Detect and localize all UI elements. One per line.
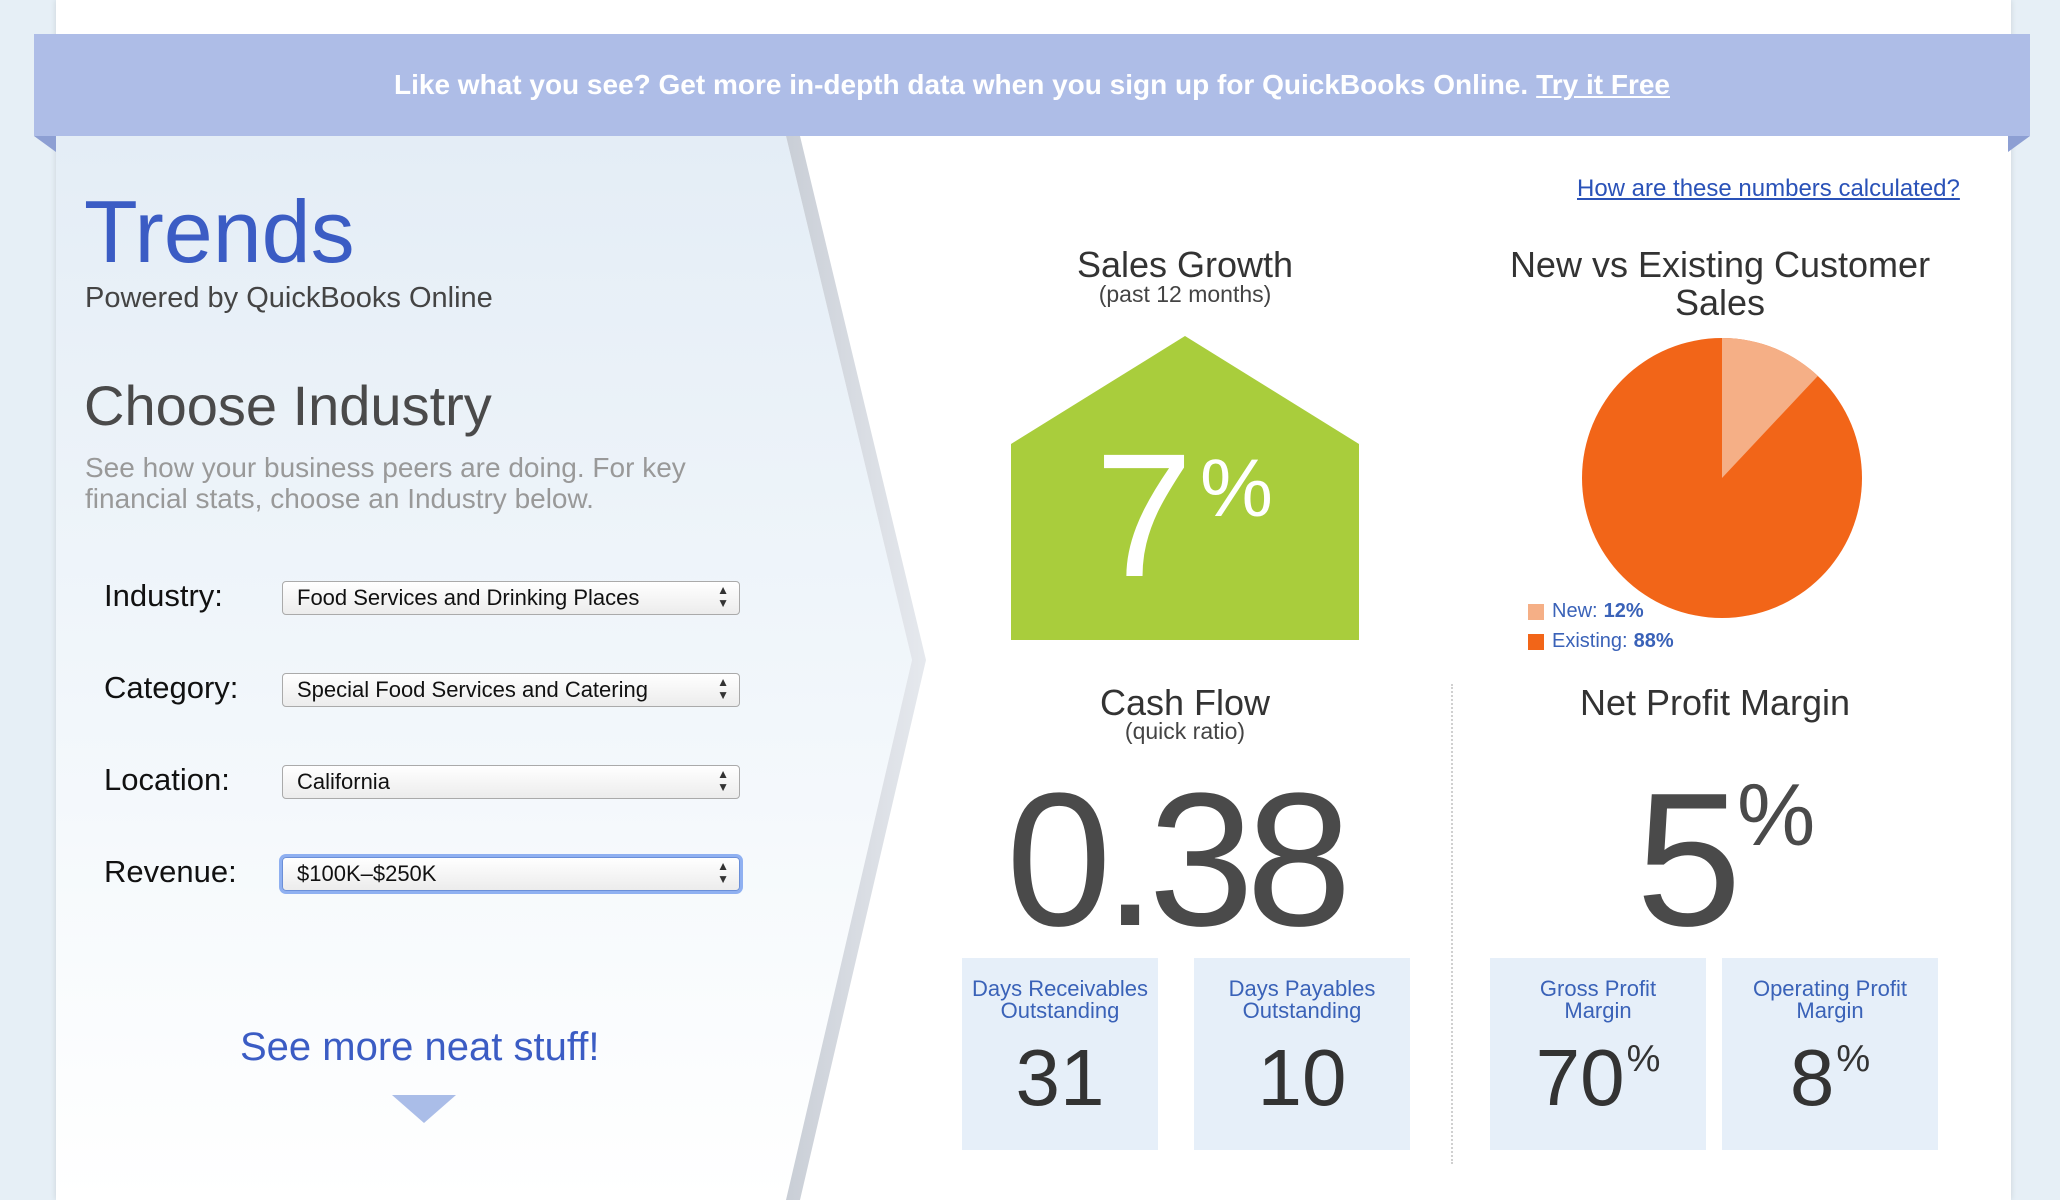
see-more-link[interactable]: See more neat stuff! — [240, 1025, 600, 1069]
operating-profit-value-wrap: 8% — [1722, 1038, 1938, 1118]
pie-slice-new — [1722, 338, 1818, 478]
gross-profit-unit: % — [1626, 1038, 1661, 1080]
days-payables-card: Days Payables Outstanding 10 — [1194, 958, 1410, 1150]
location-label: Location: — [104, 762, 230, 797]
panel-background — [56, 136, 926, 1200]
industry-select-value: Food Services and Drinking Places — [297, 585, 640, 610]
gross-profit-card: Gross Profit Margin 70% — [1490, 958, 1706, 1150]
days-payables-value: 10 — [1257, 1033, 1347, 1122]
industry-label: Industry: — [104, 578, 223, 613]
legend-existing-swatch — [1528, 633, 1544, 650]
select-arrows-icon: ▲ ▼ — [717, 583, 729, 610]
sales-growth-unit: % — [1200, 443, 1273, 534]
choose-industry-heading: Choose Industry — [84, 374, 492, 437]
choose-industry-description: See how your business peers are doing. F… — [85, 452, 686, 514]
industry-panel — [0, 0, 940, 1200]
legend-existing-label: Existing: — [1552, 630, 1628, 652]
legend-existing-value: 88% — [1633, 630, 1674, 652]
category-label: Category: — [104, 670, 239, 705]
days-payables-label-line2: Outstanding — [1242, 998, 1362, 1023]
cash-flow-title: Cash Flow — [1099, 682, 1271, 723]
banner-text: Like what you see? Get more in-depth dat… — [394, 69, 1529, 100]
customer-sales-title: New vs Existing Customer Sales — [1470, 246, 1970, 322]
days-receivables-card: Days Receivables Outstanding 31 — [962, 958, 1158, 1150]
days-receivables-label: Days Receivables Outstanding — [962, 978, 1158, 1022]
legend-new-label: New: — [1552, 600, 1598, 622]
operating-profit-label-line1: Operating Profit — [1752, 976, 1908, 1001]
category-select-value: Special Food Services and Catering — [297, 677, 648, 702]
days-payables-label: Days Payables Outstanding — [1194, 978, 1410, 1022]
days-payables-label-line1: Days Payables — [1228, 976, 1376, 1001]
sales-growth-house-shape — [1011, 336, 1359, 640]
category-select[interactable]: Special Food Services and Catering ▲ ▼ — [282, 673, 740, 707]
revenue-select[interactable]: $100K–$250K ▲ ▼ — [282, 857, 740, 891]
gross-profit-label-line1: Gross Profit — [1539, 976, 1657, 1001]
net-profit-unit: % — [1737, 765, 1816, 864]
sales-growth-subtitle: (past 12 months) — [1098, 281, 1272, 307]
select-arrows-icon: ▲ ▼ — [717, 675, 729, 702]
sales-growth-title: Sales Growth — [1076, 244, 1294, 285]
gross-profit-value-wrap: 70% — [1490, 1038, 1706, 1118]
operating-profit-card: Operating Profit Margin 8% — [1722, 958, 1938, 1150]
numbers-calculation-link[interactable]: How are these numbers calculated? — [1577, 175, 1960, 202]
customer-sales-title-line2: Sales — [1674, 281, 1766, 323]
banner-fold-left — [34, 136, 56, 152]
banner-fold-right — [2008, 136, 2030, 152]
gross-profit-value: 70 — [1535, 1033, 1625, 1122]
days-receivables-label-line1: Days Receivables — [971, 976, 1149, 1001]
legend-existing: Existing: 88% — [1528, 630, 1674, 653]
legend-new-swatch — [1528, 603, 1544, 620]
operating-profit-label-line2: Margin — [1796, 998, 1864, 1023]
metrics-divider — [1451, 684, 1453, 1164]
revenue-label: Revenue: — [104, 854, 237, 889]
sales-growth-value: 7 — [1095, 418, 1193, 614]
select-arrows-icon: ▲ ▼ — [717, 859, 729, 886]
legend-new: New: 12% — [1528, 600, 1644, 623]
days-receivables-label-line2: Outstanding — [1000, 998, 1120, 1023]
cash-flow-subtitle: (quick ratio) — [1124, 718, 1246, 744]
net-profit-value: 5 — [1636, 754, 1742, 966]
gross-profit-label-line2: Margin — [1564, 998, 1632, 1023]
operating-profit-value: 8 — [1789, 1033, 1835, 1122]
net-profit-title: Net Profit Margin — [1579, 682, 1851, 723]
page-subtitle: Powered by QuickBooks Online — [85, 282, 493, 314]
location-select[interactable]: California ▲ ▼ — [282, 765, 740, 799]
industry-select[interactable]: Food Services and Drinking Places ▲ ▼ — [282, 581, 740, 615]
promo-banner: Like what you see? Get more in-depth dat… — [34, 34, 2030, 136]
try-it-free-link[interactable]: Try it Free — [1536, 69, 1670, 100]
operating-profit-label: Operating Profit Margin — [1722, 978, 1938, 1022]
days-receivables-value: 31 — [1015, 1033, 1105, 1122]
revenue-select-value: $100K–$250K — [297, 861, 437, 886]
location-select-value: California — [297, 769, 390, 794]
customer-sales-title-line1: New vs Existing Customer — [1509, 244, 1931, 285]
gross-profit-label: Gross Profit Margin — [1490, 978, 1706, 1022]
down-arrow-icon[interactable] — [392, 1095, 456, 1123]
legend-new-value: 12% — [1603, 600, 1644, 622]
select-arrows-icon: ▲ ▼ — [717, 767, 729, 794]
cash-flow-value: 0.38 — [1006, 754, 1352, 966]
page-title: Trends — [84, 182, 355, 281]
operating-profit-unit: % — [1836, 1038, 1871, 1080]
customer-sales-pie-chart — [1582, 338, 1862, 618]
